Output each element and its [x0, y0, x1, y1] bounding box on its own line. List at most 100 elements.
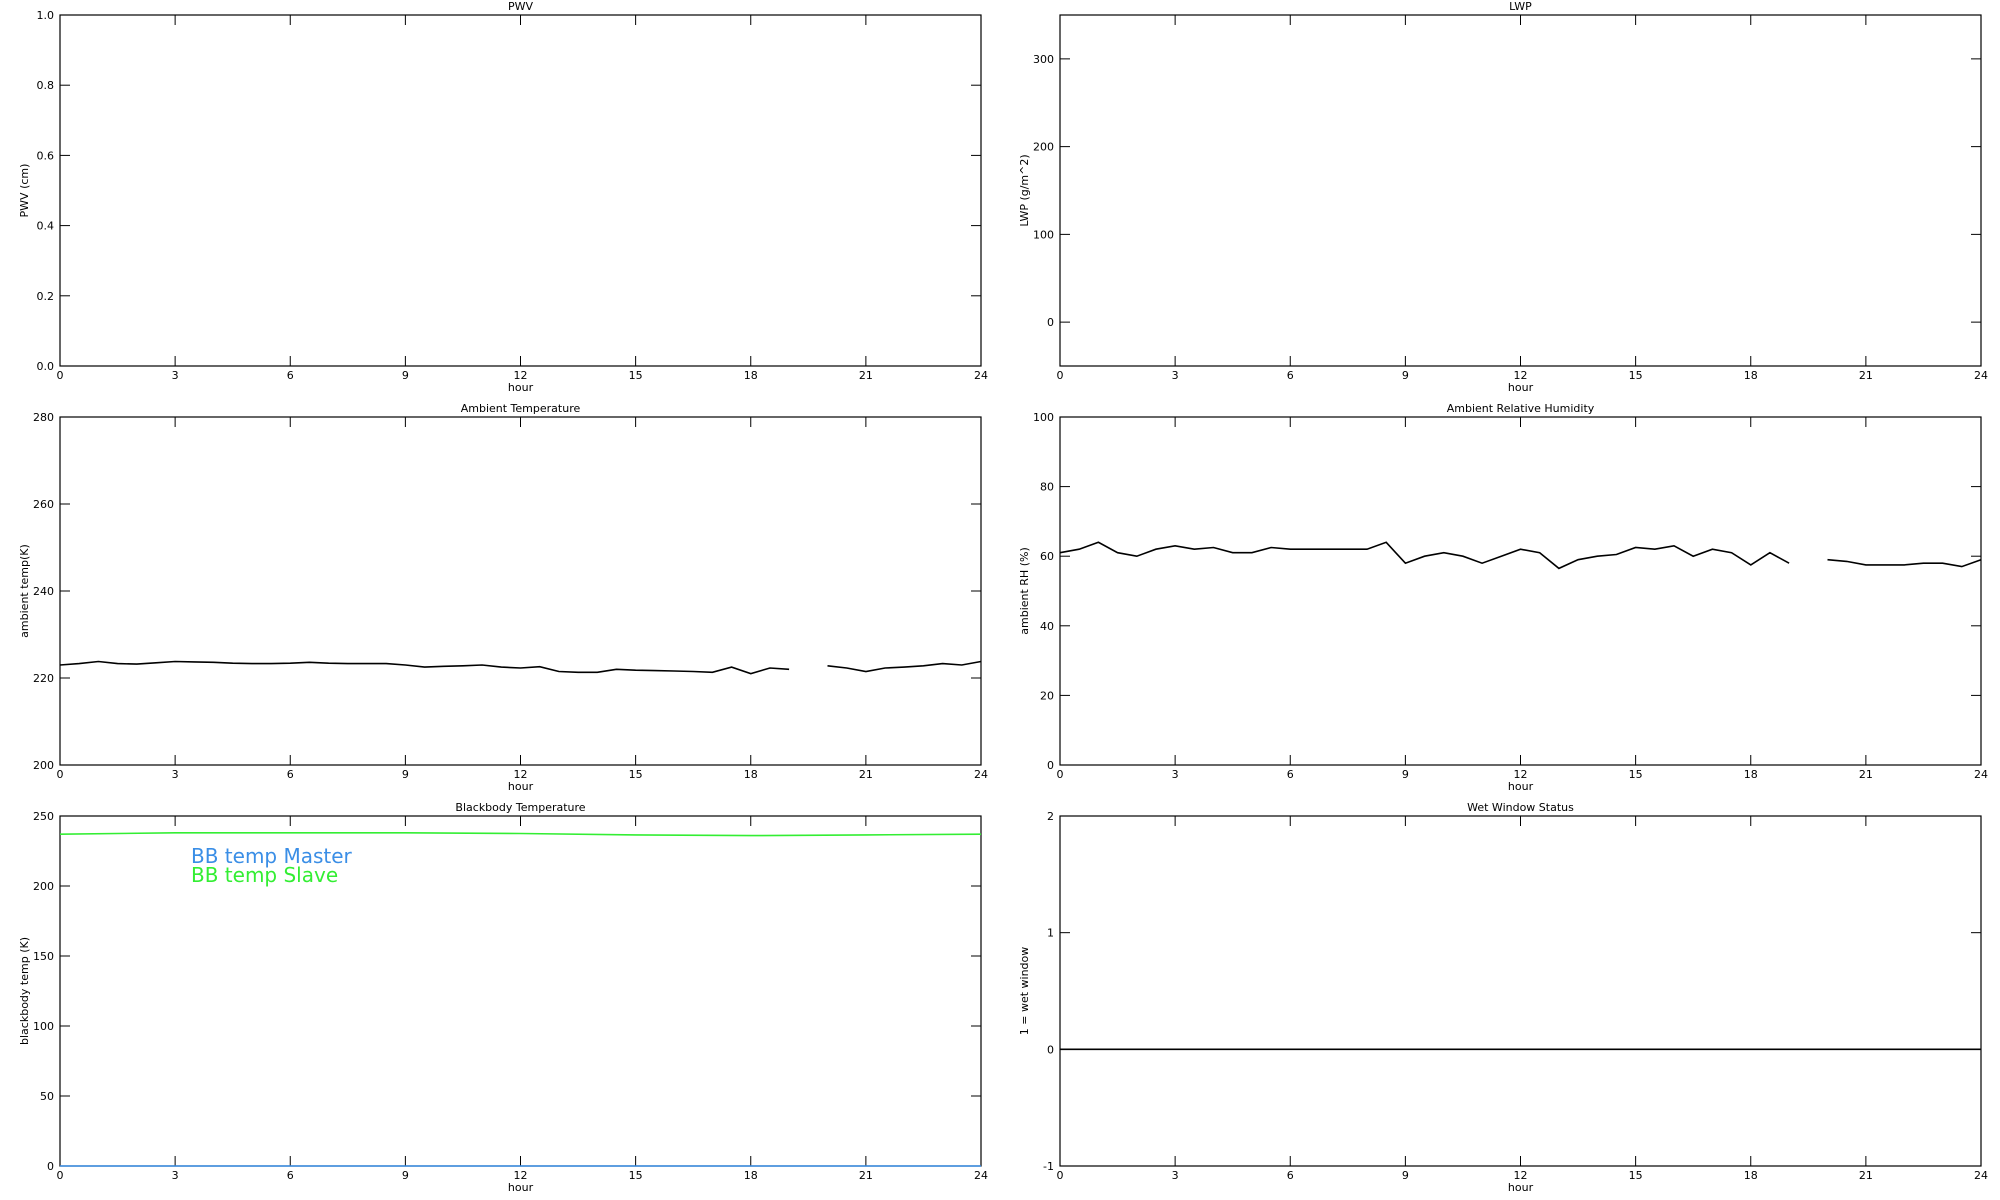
x-tick-label: 0: [57, 768, 64, 781]
y-axis-label: blackbody temp (K): [18, 937, 31, 1045]
data-line: [59, 660, 982, 675]
x-axis-label: hour: [508, 780, 534, 793]
x-tick-label: 15: [1629, 768, 1643, 781]
x-tick-label: 24: [1974, 768, 1988, 781]
data-line: [1059, 541, 1982, 570]
x-tick-label: 15: [1629, 1169, 1643, 1182]
y-tick-label: 0: [1047, 316, 1054, 329]
x-tick-label: 24: [974, 768, 988, 781]
x-tick-label: 24: [1974, 369, 1988, 382]
data-line: [59, 832, 982, 837]
x-tick-label: 6: [287, 768, 294, 781]
x-tick-label: 0: [57, 369, 64, 382]
x-tick-label: 21: [859, 369, 873, 382]
x-tick-label: 3: [172, 768, 179, 781]
y-tick-label: 0.6: [37, 149, 55, 162]
x-axis-label: hour: [508, 1181, 534, 1194]
x-tick-label: 3: [1172, 369, 1179, 382]
x-tick-label: 21: [1859, 369, 1873, 382]
x-tick-label: 24: [974, 369, 988, 382]
x-tick-label: 0: [57, 1169, 64, 1182]
chart-panel: Blackbody Temperature 0 3 6 9 12 15 18 21 24 0 50 10…: [18, 801, 988, 1194]
x-tick-label: 21: [859, 1169, 873, 1182]
y-tick-label: 2: [1047, 810, 1054, 823]
x-tick-label: 15: [629, 768, 643, 781]
chart-panel: Ambient Temperature 0 3 6 9 12 15 18 21 24 200 220 2…: [18, 402, 988, 793]
y-tick-label: 80: [1040, 481, 1054, 494]
x-tick-label: 3: [1172, 768, 1179, 781]
y-tick-label: 0: [47, 1160, 54, 1173]
x-tick-label: 15: [629, 369, 643, 382]
y-tick-label: 1.0: [37, 9, 55, 22]
x-tick-label: 21: [1859, 768, 1873, 781]
legend-entry: BB temp Slave: [191, 863, 338, 887]
x-tick-label: 12: [514, 1169, 528, 1182]
x-tick-label: 18: [744, 768, 758, 781]
x-tick-label: 3: [1172, 1169, 1179, 1182]
plot-frame: [59, 14, 982, 367]
chart-title: Ambient Temperature: [461, 402, 581, 415]
y-tick-label: 300: [1033, 53, 1054, 66]
chart-title: Blackbody Temperature: [455, 801, 585, 814]
x-tick-label: 24: [974, 1169, 988, 1182]
x-tick-label: 12: [514, 768, 528, 781]
x-tick-label: 18: [744, 1169, 758, 1182]
x-tick-label: 12: [1514, 369, 1528, 382]
x-tick-label: 0: [1057, 768, 1064, 781]
y-tick-label: 0.4: [37, 220, 55, 233]
y-tick-label: 200: [33, 880, 54, 893]
plot-frame: [59, 416, 982, 766]
x-tick-label: 21: [1859, 1169, 1873, 1182]
x-tick-label: 15: [629, 1169, 643, 1182]
x-tick-label: 0: [1057, 1169, 1064, 1182]
x-axis-label: hour: [508, 381, 534, 394]
x-tick-label: 9: [402, 1169, 409, 1182]
y-tick-label: 150: [33, 950, 54, 963]
y-tick-label: 260: [33, 498, 54, 511]
x-tick-label: 0: [1057, 369, 1064, 382]
x-tick-label: 6: [1287, 1169, 1294, 1182]
x-tick-label: 3: [172, 1169, 179, 1182]
x-axis-label: hour: [1508, 1181, 1534, 1194]
x-tick-label: 24: [1974, 1169, 1988, 1182]
plot-frame: [1059, 416, 1982, 766]
legend-entry: BB temp Master: [191, 844, 353, 868]
x-tick-label: 9: [1402, 1169, 1409, 1182]
y-tick-label: -1: [1043, 1160, 1054, 1173]
x-tick-label: 9: [1402, 369, 1409, 382]
y-axis-label: ambient RH (%): [1018, 547, 1031, 635]
y-tick-label: 100: [1033, 228, 1054, 241]
y-tick-label: 220: [33, 672, 54, 685]
y-tick-label: 280: [33, 411, 54, 424]
y-axis-label: PWV (cm): [18, 164, 31, 218]
y-tick-label: 50: [40, 1090, 54, 1103]
y-tick-label: 200: [33, 759, 54, 772]
chart-title: PWV: [508, 0, 534, 13]
y-tick-label: 0.8: [37, 79, 55, 92]
x-tick-label: 6: [287, 1169, 294, 1182]
x-tick-label: 3: [172, 369, 179, 382]
y-axis-label: 1 = wet window: [1018, 947, 1031, 1036]
y-axis-label: LWP (g/m^2): [1018, 154, 1031, 226]
x-tick-label: 18: [1744, 1169, 1758, 1182]
x-tick-label: 9: [402, 369, 409, 382]
chart-title: Wet Window Status: [1467, 801, 1574, 814]
y-tick-label: 100: [33, 1020, 54, 1033]
x-tick-label: 12: [1514, 768, 1528, 781]
y-tick-label: 0.2: [37, 290, 55, 303]
y-tick-label: 1: [1047, 927, 1054, 940]
x-tick-label: 18: [744, 369, 758, 382]
x-tick-label: 6: [1287, 768, 1294, 781]
y-tick-label: 240: [33, 585, 54, 598]
chart-title: Ambient Relative Humidity: [1447, 402, 1595, 415]
chart-title: LWP: [1509, 0, 1532, 13]
plot-frame: [1059, 14, 1982, 367]
x-tick-label: 9: [402, 768, 409, 781]
x-tick-label: 15: [1629, 369, 1643, 382]
x-tick-label: 21: [859, 768, 873, 781]
y-tick-label: 0: [1047, 1043, 1054, 1056]
x-tick-label: 12: [514, 369, 528, 382]
y-tick-label: 0: [1047, 759, 1054, 772]
chart-panel: Ambient Relative Humidity 0 3 6 9 12 15 18 21 24 0…: [1018, 402, 1988, 793]
